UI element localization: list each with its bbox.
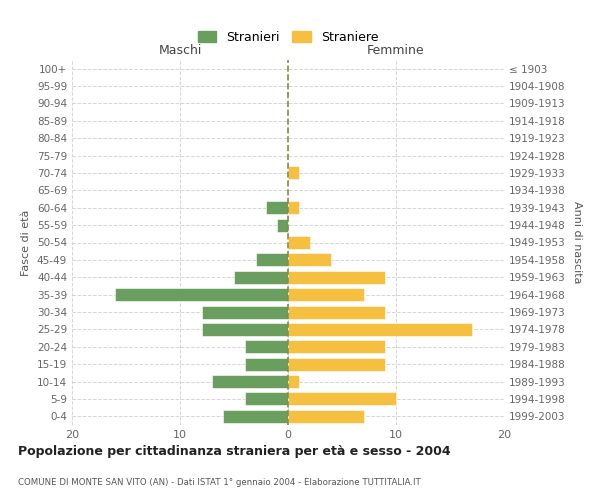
Bar <box>288 375 299 388</box>
Bar <box>245 358 288 370</box>
Y-axis label: Anni di nascita: Anni di nascita <box>572 201 582 284</box>
Bar <box>115 288 288 301</box>
Bar <box>288 410 364 423</box>
Bar <box>234 270 288 284</box>
Bar <box>288 270 385 284</box>
Bar <box>277 218 288 232</box>
Text: Femmine: Femmine <box>367 44 425 57</box>
Bar <box>288 323 472 336</box>
Bar <box>288 288 364 301</box>
Bar <box>288 166 299 179</box>
Bar <box>266 201 288 214</box>
Bar <box>288 392 396 406</box>
Bar <box>212 375 288 388</box>
Bar <box>288 236 310 249</box>
Bar <box>256 254 288 266</box>
Bar <box>288 306 385 318</box>
Bar <box>245 340 288 353</box>
Bar <box>202 306 288 318</box>
Bar <box>223 410 288 423</box>
Bar <box>202 323 288 336</box>
Y-axis label: Fasce di età: Fasce di età <box>22 210 31 276</box>
Bar <box>245 392 288 406</box>
Bar <box>288 254 331 266</box>
Text: Maschi: Maschi <box>158 44 202 57</box>
Bar <box>288 340 385 353</box>
Legend: Stranieri, Straniere: Stranieri, Straniere <box>193 26 383 49</box>
Bar <box>288 201 299 214</box>
Bar <box>288 358 385 370</box>
Text: Popolazione per cittadinanza straniera per età e sesso - 2004: Popolazione per cittadinanza straniera p… <box>18 445 451 458</box>
Text: COMUNE DI MONTE SAN VITO (AN) - Dati ISTAT 1° gennaio 2004 - Elaborazione TUTTIT: COMUNE DI MONTE SAN VITO (AN) - Dati IST… <box>18 478 421 487</box>
